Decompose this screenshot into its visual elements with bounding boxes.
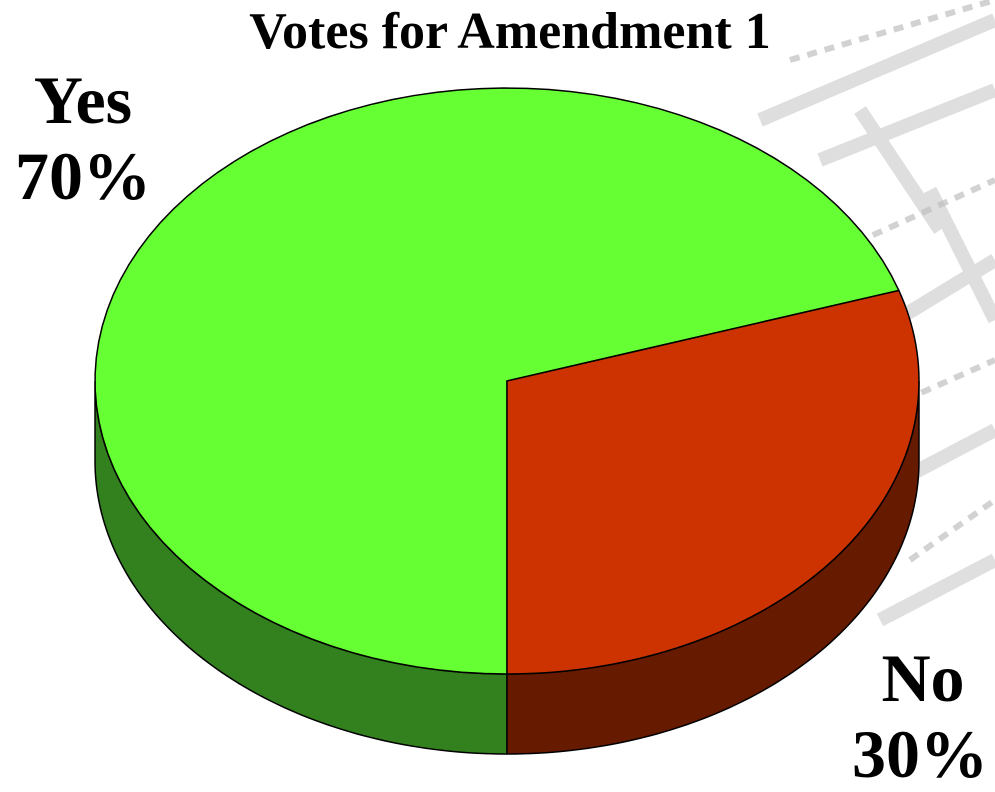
pie-slice-yes xyxy=(94,87,900,675)
slice-label-yes-value: 70% xyxy=(15,138,151,214)
pie-slice-no xyxy=(506,289,920,675)
chart-title: Votes for Amendment 1 xyxy=(249,3,771,60)
slice-label-no-name: No xyxy=(881,640,965,716)
slice-label-yes-name: Yes xyxy=(33,62,133,138)
slice-label-no: No 30% xyxy=(852,640,988,792)
slice-label-yes: Yes 70% xyxy=(8,62,158,214)
slice-label-no-value: 30% xyxy=(852,716,988,792)
